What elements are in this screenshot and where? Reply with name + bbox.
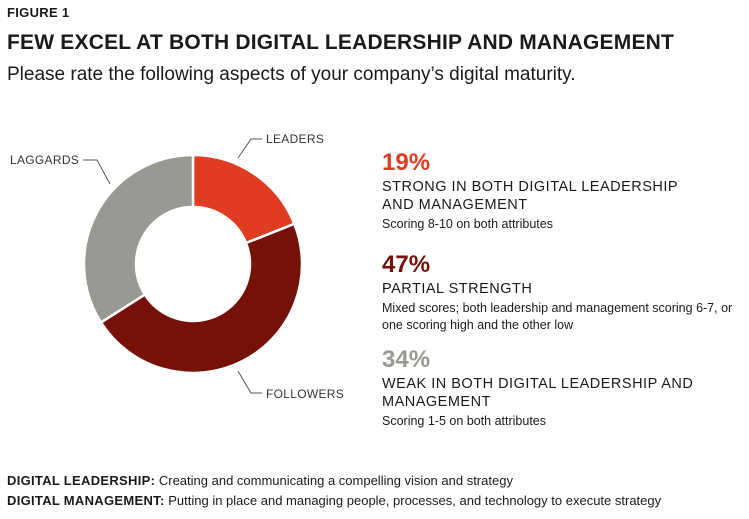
leadership-text: Creating and communicating a compelling … [158,473,513,488]
leaders-callout: LEADERS [237,132,324,159]
leaders-slice-label: LEADERS [266,132,324,146]
chart-subtitle: Please rate the following aspects of you… [7,64,576,85]
stat-followers-percent: 47% [382,251,431,278]
definitions-footer: DIGITAL LEADERSHIP: Creating and communi… [7,471,661,511]
stat-leaders-percent: 19% [382,149,431,176]
stat-laggards-heading: WEAK IN BOTH DIGITAL LEADERSHIP AND MANA… [382,376,694,410]
donut-slice-followers [99,222,304,375]
leadership-definition: DIGITAL LEADERSHIP: Creating and communi… [7,471,661,491]
chart-title: FEW EXCEL AT BOTH DIGITAL LEADERSHIP AND… [7,31,675,54]
stat-followers: 47% PARTIAL STRENGTH Mixed scores; both … [382,252,747,334]
stat-laggards-description: Scoring 1-5 on both attributes [382,414,546,428]
laggards-slice-label: LAGGARDS [10,153,79,167]
donut-chart: LEADERS LAGGARDS FOLLOWERS [10,132,344,401]
leadership-term: DIGITAL LEADERSHIP: [7,473,156,488]
stat-leaders-description: Scoring 8-10 on both attributes [382,217,553,231]
management-definition: DIGITAL MANAGEMENT: Putting in place and… [7,491,661,511]
followers-slice-label: FOLLOWERS [266,387,344,401]
figure-label: FIGURE 1 [7,5,70,20]
followers-callout: FOLLOWERS [237,370,344,401]
stat-leaders: 19% STRONG IN BOTH DIGITAL LEADERSHIP AN… [382,150,747,233]
donut-slice-laggards [82,153,195,325]
stat-laggards: 34% WEAK IN BOTH DIGITAL LEADERSHIP AND … [382,347,747,430]
management-text: Putting in place and managing people, pr… [168,493,662,508]
donut-slices [82,153,304,375]
followers-leader-line [237,370,262,394]
stat-leaders-heading: STRONG IN BOTH DIGITAL LEADERSHIP AND MA… [382,179,678,213]
laggards-callout: LAGGARDS [10,153,111,185]
management-term: DIGITAL MANAGEMENT: [7,493,165,508]
stat-followers-description: Mixed scores; both leadership and manage… [382,301,733,332]
leaders-leader-line [237,138,262,159]
laggards-leader-line [83,159,111,185]
stat-laggards-percent: 34% [382,346,431,373]
stat-followers-heading: PARTIAL STRENGTH [382,281,533,297]
